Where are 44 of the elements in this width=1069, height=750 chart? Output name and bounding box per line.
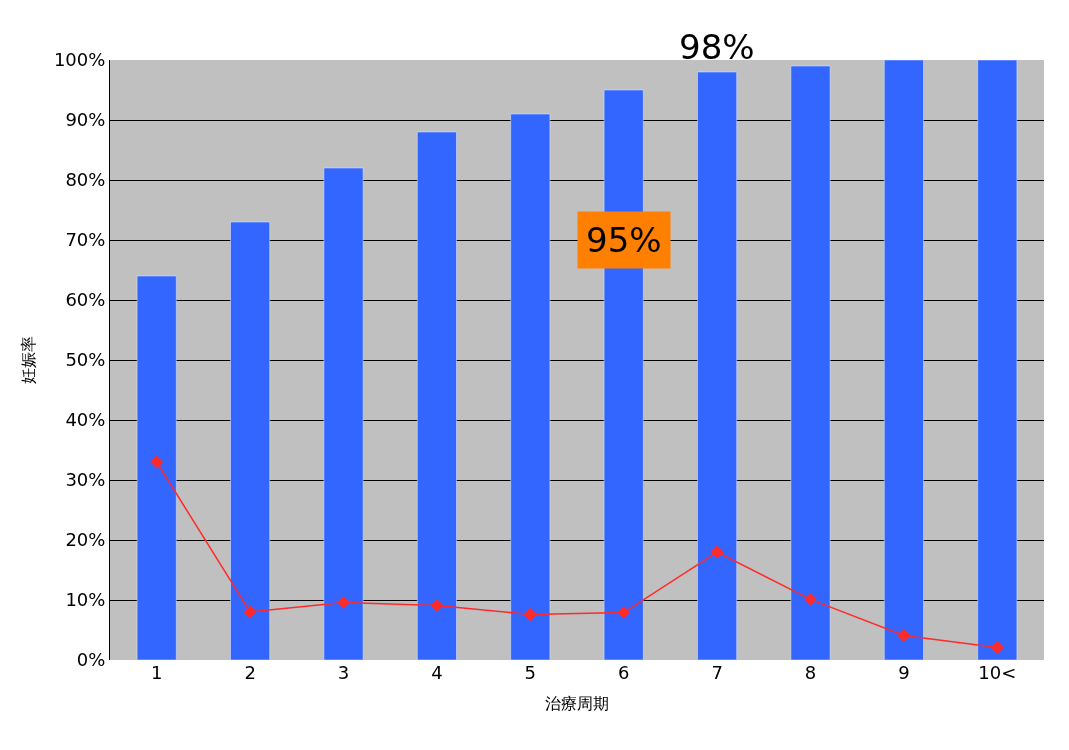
bar [417,131,457,660]
x-axis-title: 治療周期 [545,693,609,713]
x-tick-label: 7 [711,662,723,683]
point [617,606,631,620]
point [804,592,817,606]
annotation: 95% [586,220,662,260]
y-tick-label: 50% [65,349,106,371]
x-tick-label: 9 [898,662,910,683]
y-tick-label: 100% [53,49,106,71]
point [897,628,911,642]
x-tick-label: 4 [431,662,443,683]
x-tick-label: 2 [244,662,256,683]
bar [884,60,924,660]
point [337,595,350,609]
y-tick-label: 40% [65,409,106,431]
y-tick-label: 20% [65,529,106,551]
x-tick-label: 1 [150,662,163,683]
y-tick-label: 90% [65,109,106,131]
y-tick-label: 30% [65,469,106,491]
annotation: 98% [679,27,755,67]
bar [977,60,1018,660]
bar [136,275,177,660]
bar [790,65,831,660]
point [990,640,1004,654]
point [710,545,724,559]
y-tick-label: 80% [65,169,106,191]
x-tick-label: 5 [524,662,537,683]
x-tick-label: 3 [337,662,350,683]
point [150,455,164,469]
bar [697,71,737,660]
bar [510,113,551,660]
x-tick-label: 10< [978,662,1017,683]
y-tick-label: 0% [76,649,106,671]
y-tick-label: 70% [65,229,106,251]
point [430,598,444,612]
x-tick-label: 8 [804,662,817,683]
point [243,605,257,619]
point [523,607,537,621]
y-axis-title: 妊娠率 [18,336,38,384]
y-tick-label: 60% [65,289,106,311]
y-tick-label: 10% [65,589,106,611]
x-tick-label: 6 [617,662,630,683]
bar [230,221,270,660]
bar [323,167,364,660]
